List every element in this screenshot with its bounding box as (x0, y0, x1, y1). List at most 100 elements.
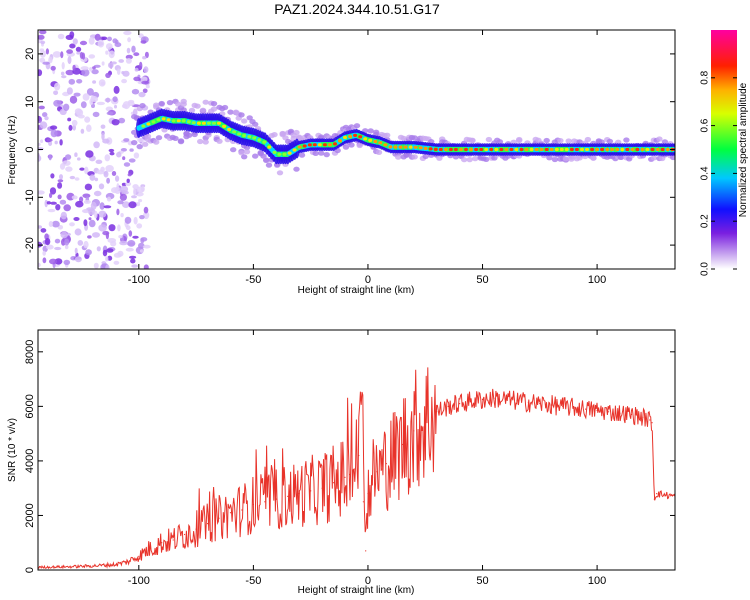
ridge-hotspot (418, 146, 423, 150)
ridge-halo-blob (210, 101, 218, 107)
ridge-hotspot (559, 147, 564, 152)
noise-blob (119, 193, 127, 201)
snr-point (653, 498, 656, 500)
noise-blob (49, 187, 57, 195)
noise-blob (102, 249, 108, 257)
noise-blob (92, 111, 100, 118)
noise-blob (98, 224, 107, 232)
ridge-halo-blob (158, 100, 165, 107)
ridge-hotspot (408, 145, 413, 149)
noise-blob (66, 49, 73, 54)
ridge-hotspot (544, 147, 549, 152)
noise-blob (101, 132, 105, 141)
snr-point (207, 523, 209, 525)
noise-blob (140, 238, 145, 244)
noise-blob (123, 30, 132, 36)
ridge-hotspot (464, 147, 468, 152)
spectrogram-xtick-label: 0 (365, 274, 371, 286)
ridge-halo-blob (342, 144, 350, 150)
ridge-halo-blob (188, 107, 196, 113)
ridge-hotspot (398, 145, 403, 149)
spectrogram-ytick-label: -20 (24, 237, 36, 253)
ridge-halo-blob (461, 157, 468, 163)
ridge-hotspot (151, 120, 156, 124)
noise-blob (60, 51, 64, 59)
ridge-hotspot (605, 147, 610, 152)
noise-blob (140, 76, 148, 82)
ridge-halo-blob (155, 135, 163, 141)
ridge-halo-blob (227, 109, 234, 115)
noise-blob (42, 250, 46, 256)
noise-blob (123, 138, 130, 142)
noise-blob (50, 125, 58, 130)
noise-blob (118, 235, 123, 239)
noise-blob (64, 238, 70, 246)
noise-blob (72, 64, 76, 71)
noise-blob (76, 109, 84, 117)
ridge-halo-blob (136, 144, 143, 150)
ridge-halo-blob (606, 138, 614, 144)
noise-blob (68, 124, 73, 131)
ridge-hotspot (327, 143, 332, 147)
ridge-hotspot (514, 147, 519, 152)
ridge-hotspot (292, 148, 297, 152)
ridge-hotspot (171, 119, 176, 123)
noise-blob (44, 116, 49, 121)
noise-blob (54, 140, 58, 145)
snr-ytick-label: 6000 (24, 394, 36, 418)
snr-point (447, 405, 449, 407)
noise-blob (133, 52, 140, 57)
snr-point (358, 454, 360, 457)
noise-blob (99, 202, 105, 210)
noise-blob (50, 65, 56, 71)
noise-blob (93, 190, 102, 197)
ridge-hotspot (196, 121, 201, 125)
noise-blob (114, 42, 122, 48)
noise-blob (67, 117, 72, 122)
noise-blob (57, 179, 64, 183)
ridge-hotspot (267, 145, 272, 149)
ridge-hotspot (166, 118, 171, 122)
ridge-hotspots (141, 117, 675, 156)
snr-point (516, 400, 518, 402)
noise-blob (127, 240, 136, 247)
ridge-halo-blob (650, 155, 658, 161)
colorbar-label: Normalized spectral amplitude (738, 82, 749, 217)
ridge-hotspot (272, 150, 277, 154)
noise-blob (136, 223, 143, 229)
noise-blob (104, 97, 111, 103)
noise-blob (138, 91, 146, 98)
noise-blob (52, 51, 62, 58)
noise-blob (38, 154, 42, 162)
snr-point (275, 498, 277, 500)
snr-point (344, 476, 346, 478)
noise-blob (141, 80, 150, 85)
noise-blob (87, 235, 92, 239)
noise-blob (98, 183, 105, 190)
ridge-halo-blob (375, 149, 383, 155)
ridge-hotspot (317, 143, 322, 147)
ridge-halo-blob (485, 136, 493, 143)
noise-blob (143, 66, 149, 73)
snr-point (138, 555, 140, 558)
ridge-hotspot (212, 121, 216, 125)
snr-point (367, 493, 369, 495)
noise-blob (47, 208, 56, 213)
noise-blob (60, 211, 67, 220)
snr-point (413, 430, 415, 432)
noise-blob (103, 205, 112, 209)
noise-blob (145, 84, 150, 89)
snr-xtick-label: 50 (476, 575, 488, 587)
noise-blob (117, 224, 121, 232)
noise-blob (96, 101, 105, 106)
ridge-halo-blob (216, 138, 223, 144)
noise-blob (80, 66, 89, 71)
noise-blob (49, 192, 53, 198)
ridge-halo-blob (466, 157, 473, 163)
ridge-hotspot (257, 138, 262, 142)
noise-blob (86, 88, 94, 96)
ridge-halo-blob (243, 149, 251, 155)
snr-point (264, 501, 266, 503)
noise-blob (38, 105, 45, 110)
